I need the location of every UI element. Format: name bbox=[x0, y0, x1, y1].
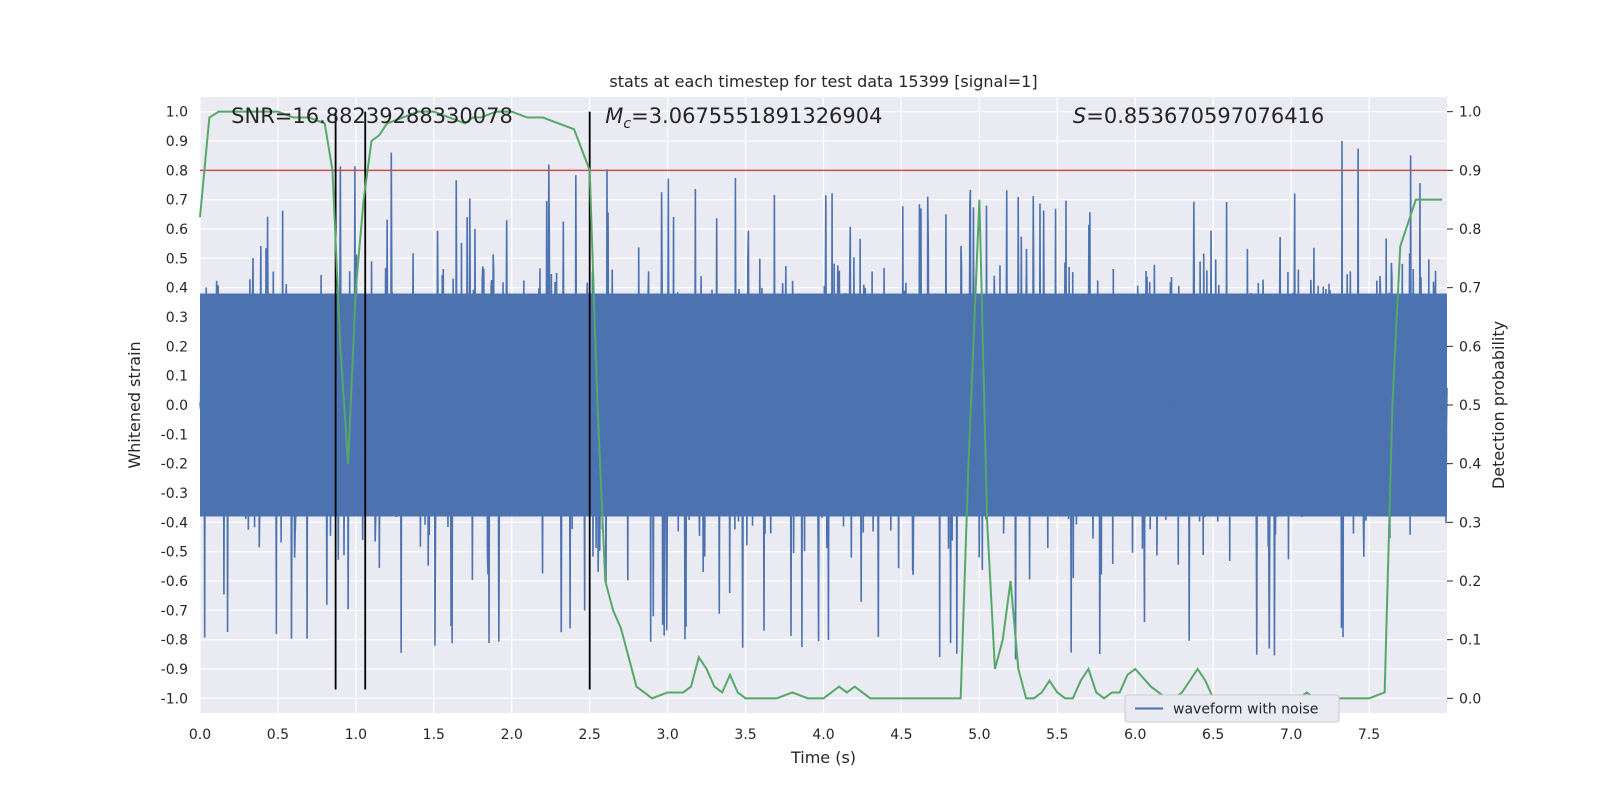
x-tick-label: 0.5 bbox=[267, 727, 289, 743]
y2-tick-label: 1.0 bbox=[1459, 105, 1481, 121]
chirp-mass-subscript: c bbox=[623, 116, 631, 132]
s-annotation: S=0.853670597076416 bbox=[1073, 104, 1324, 128]
x-tick-label: 4.5 bbox=[890, 727, 912, 743]
x-axis-label: Time (s) bbox=[790, 748, 856, 767]
y2-tick-label: 0.5 bbox=[1459, 398, 1481, 414]
x-tick-label: 5.5 bbox=[1046, 727, 1068, 743]
y-tick-label: -0.7 bbox=[161, 603, 188, 619]
y-tick-label: -0.3 bbox=[161, 486, 188, 502]
waveform-series bbox=[199, 141, 1448, 660]
x-tick-label: 6.5 bbox=[1202, 727, 1224, 743]
overlay-lines bbox=[199, 110, 1447, 700]
legend: waveform with noise bbox=[1124, 694, 1340, 723]
y2-tick-label: 0.0 bbox=[1459, 691, 1481, 707]
y2-tick-label: 0.9 bbox=[1459, 163, 1481, 179]
y-axis-label: Whitened strain bbox=[125, 341, 144, 468]
waveform-trace bbox=[199, 141, 1448, 660]
y-tick-label: 0.2 bbox=[166, 339, 188, 355]
x-tick-label: 6.0 bbox=[1124, 727, 1146, 743]
y-tick-label: -0.8 bbox=[161, 633, 188, 649]
y2-axis-label: Detection probability bbox=[1489, 321, 1508, 489]
y-tick-label: -0.2 bbox=[161, 457, 188, 473]
legend-box bbox=[1124, 694, 1340, 723]
legend-label-waveform: waveform with noise bbox=[1173, 702, 1318, 718]
y-tick-label: 0.8 bbox=[166, 163, 188, 179]
chart-title: stats at each timestep for test data 153… bbox=[609, 72, 1037, 91]
y-tick-label: -0.6 bbox=[161, 574, 188, 590]
y-tick-label: 0.1 bbox=[166, 369, 188, 385]
x-tick-label: 7.0 bbox=[1280, 727, 1302, 743]
y2-tick-label: 0.7 bbox=[1459, 281, 1481, 297]
x-tick-label: 1.5 bbox=[423, 727, 445, 743]
s-symbol: S bbox=[1073, 104, 1086, 128]
y-tick-label: -0.5 bbox=[161, 545, 188, 561]
y2-tick-label: 0.8 bbox=[1459, 222, 1481, 238]
y-tick-label: 0.0 bbox=[166, 398, 188, 414]
y2-tick-label: 0.1 bbox=[1459, 633, 1481, 649]
snr-annotation: SNR=16.88239288330078 bbox=[231, 104, 513, 128]
y-tick-label: -0.9 bbox=[161, 662, 188, 678]
y-tick-label: -0.4 bbox=[161, 515, 188, 531]
y-tick-label: -1.0 bbox=[161, 691, 188, 707]
chirp-mass-value: =3.0675551891326904 bbox=[631, 104, 882, 128]
y2-tick-label: 0.6 bbox=[1459, 339, 1481, 355]
y2-tick-label: 0.4 bbox=[1459, 457, 1481, 473]
y-tick-label: 1.0 bbox=[166, 105, 188, 121]
y2-tick-label: 0.3 bbox=[1459, 515, 1481, 531]
y-tick-label: 0.6 bbox=[166, 222, 188, 238]
s-value: =0.853670597076416 bbox=[1086, 104, 1324, 128]
x-tick-label: 1.0 bbox=[345, 727, 367, 743]
x-tick-label: 2.5 bbox=[579, 727, 601, 743]
y2-tick-label: 0.2 bbox=[1459, 574, 1481, 590]
y-tick-label: 0.7 bbox=[166, 193, 188, 209]
y-tick-label: 0.9 bbox=[166, 134, 188, 150]
x-tick-label: 7.5 bbox=[1358, 727, 1380, 743]
x-tick-label: 4.0 bbox=[812, 727, 834, 743]
y-tick-label: 0.3 bbox=[166, 310, 188, 326]
chirp-mass-symbol: M bbox=[605, 104, 623, 128]
y-tick-label: 0.5 bbox=[166, 251, 188, 267]
x-tick-label: 3.5 bbox=[734, 727, 756, 743]
x-tick-label: 5.0 bbox=[968, 727, 990, 743]
x-tick-label: 3.0 bbox=[656, 727, 678, 743]
y-tick-label: -0.1 bbox=[161, 427, 188, 443]
chirp-mass-annotation: Mc=3.0675551891326904 bbox=[605, 104, 882, 132]
axes: 0.0 0.5 1.0 1.5 2.0 2.5 3.0 3.5 4.0 4.5 5.0 5.5 6.0 6… bbox=[161, 105, 1482, 743]
y-tick-label: 0.4 bbox=[166, 281, 188, 297]
x-tick-label: 2.0 bbox=[501, 727, 523, 743]
x-tick-label: 0.0 bbox=[189, 727, 211, 743]
